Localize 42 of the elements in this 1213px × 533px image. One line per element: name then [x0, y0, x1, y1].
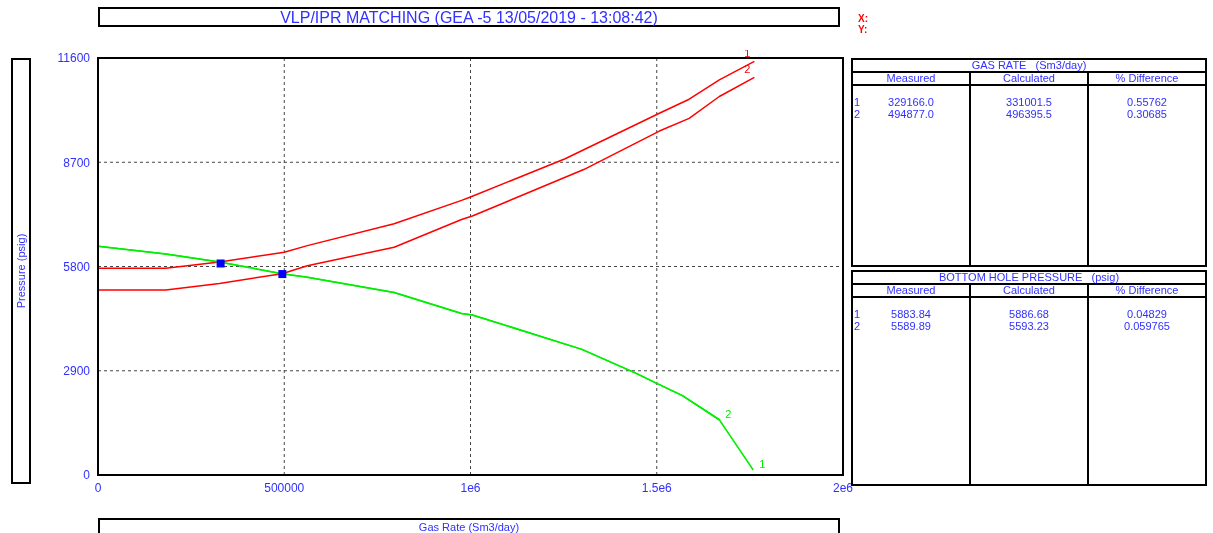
text: X: [858, 13, 868, 24]
series-label: 1 [759, 457, 766, 470]
chart-title: VLP/IPR MATCHING (GEA -5 13/05/2019 - 13:08:42) [98, 7, 840, 27]
y-tick-label: 0 [83, 468, 91, 483]
x-tick-label: 0 [94, 480, 102, 495]
x-tick-label: 1.5e6 [641, 480, 673, 495]
x-tick-label: 2e6 [832, 480, 854, 495]
text: 0.059765 [1124, 320, 1170, 332]
y-tick-label: 5800 [63, 259, 91, 274]
text: 0.55762 [1127, 96, 1167, 108]
text: 0.30685 [1127, 108, 1167, 120]
text: 5886.68 [1009, 308, 1049, 320]
x-tick-label: 500000 [264, 480, 305, 495]
text: 5593.23 [1009, 320, 1049, 332]
y-tick-label: 11600 [57, 51, 91, 66]
category-label: 2 [854, 320, 861, 332]
category-label: 1 [854, 308, 861, 320]
y-axis-title: Pressure (psig) [15, 233, 27, 309]
text: BOTTOM HOLE PRESSURE (psig) [853, 271, 1205, 285]
text: 331001.5 [1006, 96, 1052, 108]
category-label: Measured [853, 284, 969, 298]
text: GAS RATE (Sm3/day) [853, 59, 1205, 73]
category-label: Calculated [971, 72, 1087, 86]
text: 5589.89 [891, 320, 931, 332]
series-label: 1 [744, 47, 751, 60]
x-axis-title: Gas Rate (Sm3/day) [98, 518, 840, 533]
text: 496395.5 [1006, 108, 1052, 120]
category-label: Measured [853, 72, 969, 86]
category-label: % Difference [1089, 72, 1205, 86]
x-tick-label: 1e6 [460, 480, 481, 495]
y-tick-label: 8700 [63, 155, 91, 170]
text: 494877.0 [888, 108, 934, 120]
text: 329166.0 [888, 96, 934, 108]
category-label: Calculated [971, 284, 1087, 298]
category-label: 1 [854, 96, 861, 108]
text: 5883.84 [891, 308, 931, 320]
text: 0.04829 [1127, 308, 1167, 320]
y-tick-label: 2900 [63, 364, 91, 379]
category-label: % Difference [1089, 284, 1205, 298]
text: Y: [858, 24, 868, 35]
category-label: 2 [854, 108, 861, 120]
series-label: 2 [725, 407, 732, 420]
